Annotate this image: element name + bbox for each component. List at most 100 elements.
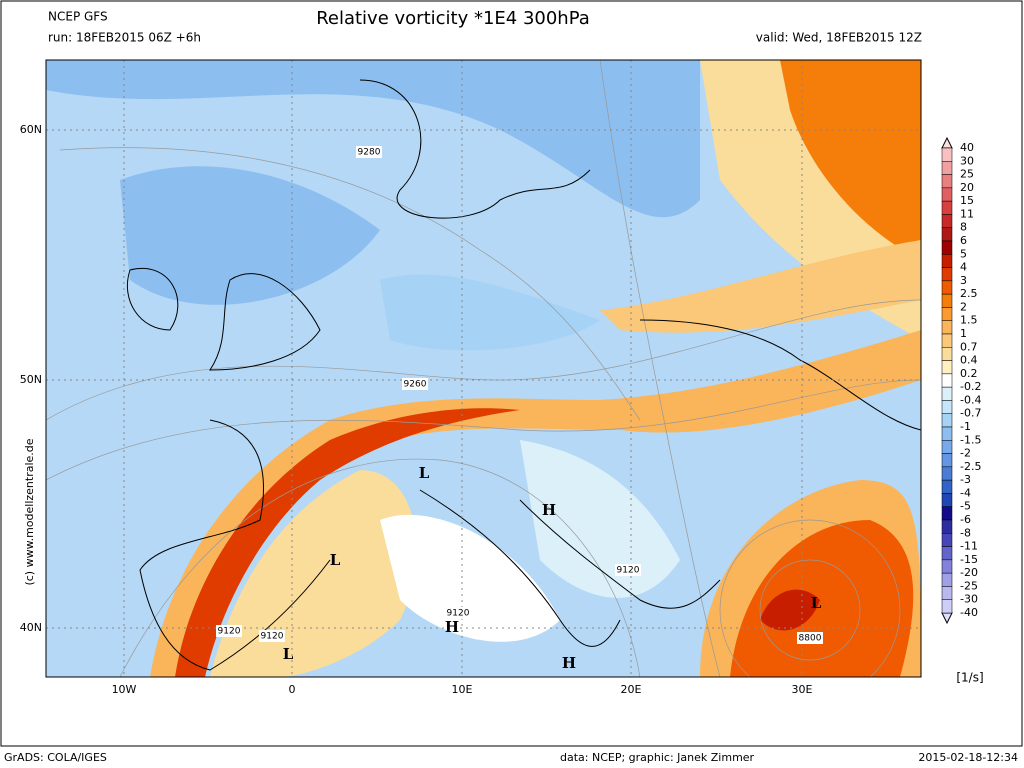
colorbar-label: 20 (960, 181, 974, 194)
contour-label: 9120 (218, 627, 241, 637)
colorbar-label: -5 (960, 500, 971, 513)
colorbar-label: 25 (960, 168, 974, 181)
colorbar-label: -6 (960, 513, 971, 526)
pressure-center: L (811, 594, 822, 612)
page-frame (0, 0, 1023, 747)
colorbar-label: 1.5 (960, 314, 978, 327)
colorbar-box (941, 440, 953, 454)
colorbar-label: -4 (960, 486, 971, 499)
colorbar-box (941, 280, 953, 295)
colorbar-label: 1 (960, 327, 967, 340)
valid-time: valid: Wed, 18FEB2015 12Z (756, 31, 922, 45)
colorbar-label: -40 (960, 606, 978, 619)
colorbar-label: 4 (960, 261, 967, 274)
pressure-center: L (330, 551, 341, 569)
colorbar-box (941, 254, 953, 268)
colorbar-box (941, 187, 953, 202)
colorbar-box (941, 533, 953, 547)
pressure-center: L (419, 464, 430, 482)
colorbar-label: -0.2 (960, 380, 981, 393)
graticule (46, 60, 921, 677)
colorbar-label: 15 (960, 194, 974, 207)
colorbar-label: 30 (960, 154, 974, 167)
colorbar-box (941, 320, 953, 335)
colorbar-box (941, 227, 953, 242)
colorbar-label: -2.5 (960, 460, 981, 473)
colorbar-box (941, 493, 953, 507)
lat-label: 50N (20, 373, 42, 386)
colorbar-label: 40 (960, 141, 974, 154)
pressure-center: H (542, 501, 556, 519)
contour-label-bg (216, 625, 242, 637)
run-info: run: 18FEB2015 06Z +6h (48, 31, 201, 45)
contour-label: 9120 (261, 632, 284, 642)
colorbar-box (941, 479, 953, 494)
colorbar-top-cap (941, 136, 953, 149)
colorbar-label: 0.7 (960, 340, 978, 353)
colorbar-box (941, 413, 953, 428)
contour-label-bg (356, 146, 382, 158)
colorbar-label: 0.2 (960, 367, 978, 380)
colorbar-label: 0.4 (960, 354, 978, 367)
lat-label: 60N (20, 123, 42, 136)
colorbar-box (941, 519, 953, 534)
colorbar-label: 3 (960, 274, 967, 287)
model-name: NCEP GFS (48, 10, 108, 24)
contour-label-bg (259, 630, 285, 642)
contour-label: 8800 (799, 634, 822, 644)
contour-label-bg (797, 632, 823, 644)
colorbar-box (941, 174, 953, 189)
contour-label-bg (402, 378, 428, 390)
colorbar-label: 6 (960, 234, 967, 247)
geopotential-contours (46, 60, 921, 677)
colorbar-box (941, 386, 953, 401)
colorbar-label: -20 (960, 566, 978, 579)
colorbar-label: -25 (960, 579, 978, 592)
colorbar-label: -30 (960, 593, 978, 606)
lon-label: 20E (621, 683, 642, 696)
colorbar-box (941, 147, 953, 162)
contour-label-bg (615, 564, 641, 576)
watermark: (c) www.modellzentrale.de (23, 438, 36, 585)
map-field (46, 60, 921, 677)
colorbar-box (941, 240, 953, 255)
footer-software: GrADS: COLA/IGES (4, 751, 107, 764)
lat-label: 40N (20, 621, 42, 634)
colorbar-unit: [1/s] (956, 671, 983, 685)
colorbar-box (941, 453, 953, 468)
colorbar-box (941, 506, 953, 521)
colorbar-box (941, 267, 953, 282)
contour-label-bg (445, 607, 471, 619)
coastlines (126, 79, 921, 671)
footer-credits: data: NCEP; graphic: Janek Zimmer (560, 751, 755, 764)
colorbar-box (941, 599, 953, 614)
colorbar-box (941, 200, 953, 215)
contour-label: 9260 (404, 380, 427, 390)
lon-label: 10W (112, 683, 137, 696)
colorbar-label: -0.4 (960, 393, 981, 406)
colorbar-box (941, 586, 953, 600)
colorbar-label: -0.7 (960, 407, 981, 420)
colorbar-label: -15 (960, 553, 978, 566)
colorbar-box (941, 161, 953, 175)
colorbar-label: -11 (960, 540, 978, 553)
colorbar-box (941, 373, 953, 388)
lon-label: 0 (289, 683, 296, 696)
colorbar-bottom-cap (941, 612, 953, 625)
pressure-center: L (283, 645, 294, 663)
lon-label: 10E (452, 683, 473, 696)
colorbar-box (941, 546, 953, 561)
colorbar-box (941, 360, 953, 375)
pressure-center: H (445, 618, 459, 636)
colorbar-box (941, 293, 953, 308)
colorbar-label: -8 (960, 526, 971, 539)
colorbar-box (941, 307, 953, 321)
colorbar-box (941, 333, 953, 348)
colorbar-box (941, 214, 953, 228)
colorbar-label: -3 (960, 473, 971, 486)
colorbar-label: -2 (960, 447, 971, 460)
map-frame (45, 59, 922, 678)
map-title: Relative vorticity *1E4 300hPa (316, 8, 590, 29)
colorbar-box (941, 426, 953, 441)
colorbar-box (941, 572, 953, 587)
